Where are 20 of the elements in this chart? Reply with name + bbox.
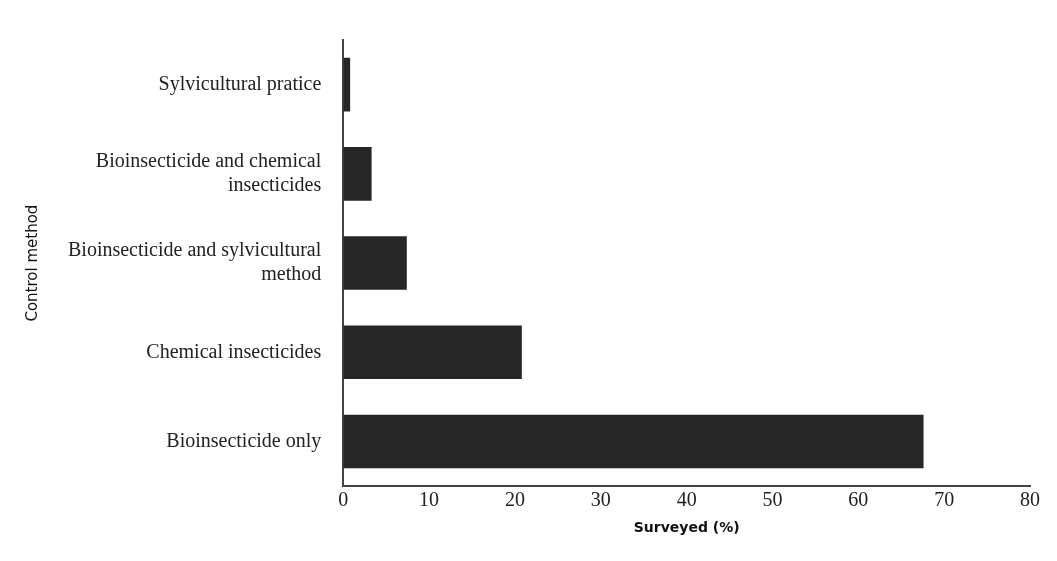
x-tick-label: 70 xyxy=(934,488,955,511)
y-tick-label: Chemical insecticides xyxy=(146,339,322,362)
x-tick-label: 20 xyxy=(504,488,525,511)
y-tick-label: Bioinsecticide and chemical insecticides xyxy=(95,149,322,196)
x-tick-label: 30 xyxy=(590,488,611,511)
x-tick-label: 10 xyxy=(419,488,440,511)
x-tick-label: 40 xyxy=(676,488,697,511)
bar xyxy=(343,325,522,380)
x-tick-label: 60 xyxy=(848,488,869,511)
y-tick-label: Bioinsecticide and sylvicultural method xyxy=(67,238,322,285)
y-axis-title: Control method xyxy=(22,204,41,322)
x-axis-title: Surveyed (%) xyxy=(633,519,740,536)
y-tick-label: Sylvicultural pratice xyxy=(158,71,322,95)
x-tick-label: 80 xyxy=(1020,488,1040,511)
x-tick-label: 0 xyxy=(338,488,349,511)
bar xyxy=(343,236,407,290)
bar xyxy=(343,414,924,469)
y-tick-label: Bioinsecticide only xyxy=(166,428,322,452)
bar xyxy=(343,147,372,201)
x-tick-label: 50 xyxy=(762,488,783,511)
